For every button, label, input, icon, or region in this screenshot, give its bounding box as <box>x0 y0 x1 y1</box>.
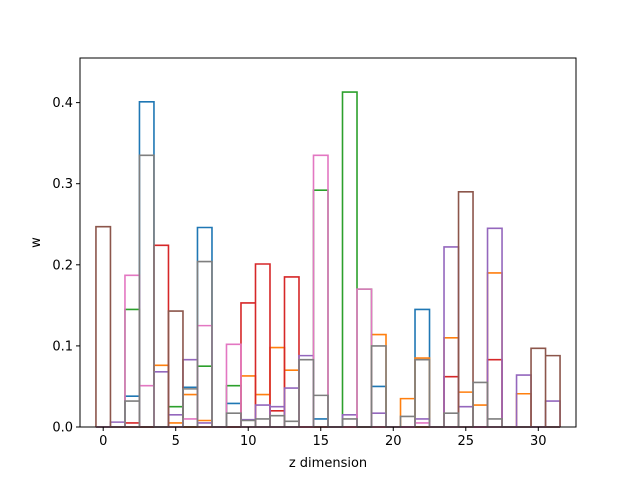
x-tick-label: 0 <box>99 434 107 449</box>
y-tick-label: 0.2 <box>52 258 73 273</box>
x-tick-label: 5 <box>172 434 180 449</box>
x-tick-label: 25 <box>458 434 475 449</box>
y-axis-ticks: 0.0 0.1 0.2 0.3 0.4 <box>52 96 80 436</box>
y-axis-label: w <box>29 237 44 248</box>
y-tick-label: 0.1 <box>52 339 73 354</box>
y-tick-label: 0.4 <box>52 96 73 111</box>
y-tick-label: 0.0 <box>52 421 73 436</box>
x-tick-label: 20 <box>385 434 402 449</box>
x-tick-label: 10 <box>240 434 257 449</box>
y-tick-label: 0.3 <box>52 177 73 192</box>
x-axis-ticks: 0 5 10 15 20 25 30 <box>99 427 547 449</box>
x-tick-label: 30 <box>530 434 547 449</box>
x-tick-label: 15 <box>312 434 329 449</box>
plot-frame <box>79 57 577 428</box>
x-axis-label: z dimension <box>289 456 367 471</box>
